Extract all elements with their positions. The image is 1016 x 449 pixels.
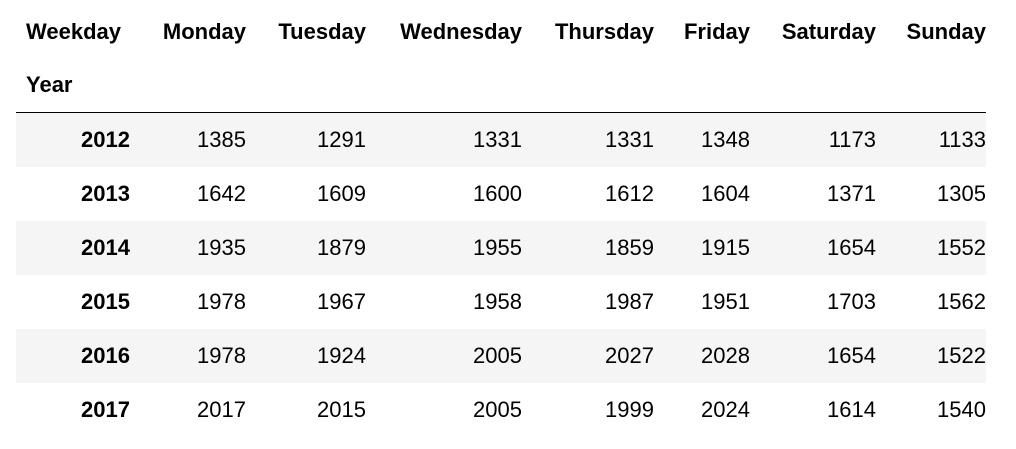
table-cell: 1978 xyxy=(197,343,246,368)
row-index: 2013 xyxy=(81,181,130,206)
table-cell: 1331 xyxy=(605,127,654,152)
row-index: 2014 xyxy=(81,235,130,260)
table-cell: 1978 xyxy=(197,289,246,314)
table-row: 2012 1385 1291 1331 1331 1348 1173 1133 xyxy=(16,112,986,167)
table-cell: 2015 xyxy=(317,397,366,422)
table-cell: 1562 xyxy=(937,289,986,314)
table-row: 2014 1935 1879 1955 1859 1915 1654 1552 xyxy=(16,221,986,275)
table-cell: 1935 xyxy=(197,235,246,260)
table-cell: 1385 xyxy=(197,127,246,152)
columns-header-row: Weekday Monday Tuesday Wednesday Thursda… xyxy=(16,5,986,58)
table-cell: 1609 xyxy=(317,181,366,206)
table-header: Weekday Monday Tuesday Wednesday Thursda… xyxy=(16,5,986,113)
column-header-monday: Monday xyxy=(162,18,246,44)
table-row: 2017 2017 2015 2005 1999 2024 1614 1540 xyxy=(16,383,986,437)
empty-header-cell xyxy=(522,58,654,113)
dataframe-table: Weekday Monday Tuesday Wednesday Thursda… xyxy=(16,5,986,437)
table-cell: 1654 xyxy=(827,235,876,260)
column-header-tuesday: Tuesday xyxy=(278,18,366,44)
table-cell: 2024 xyxy=(701,397,750,422)
table-cell: 1540 xyxy=(937,397,986,422)
table-cell: 1958 xyxy=(473,289,522,314)
table-body: 2012 1385 1291 1331 1331 1348 1173 1133 … xyxy=(16,112,986,437)
table-cell: 1654 xyxy=(827,343,876,368)
table-cell: 2028 xyxy=(701,343,750,368)
table-cell: 1999 xyxy=(605,397,654,422)
table-cell: 1612 xyxy=(605,181,654,206)
empty-header-cell xyxy=(654,58,750,113)
table-cell: 1600 xyxy=(473,181,522,206)
column-header-sunday: Sunday xyxy=(906,18,986,44)
table-cell: 1703 xyxy=(827,289,876,314)
table-cell: 1305 xyxy=(937,181,986,206)
column-header-wednesday: Wednesday xyxy=(400,18,522,44)
column-header-friday: Friday xyxy=(683,18,750,44)
table-cell: 1879 xyxy=(317,235,366,260)
table-row: 2016 1978 1924 2005 2027 2028 1654 1522 xyxy=(16,329,986,383)
table-cell: 1951 xyxy=(701,289,750,314)
table-cell: 1522 xyxy=(937,343,986,368)
table-row: 2015 1978 1967 1958 1987 1951 1703 1562 xyxy=(16,275,986,329)
table-cell: 1604 xyxy=(701,181,750,206)
row-index: 2016 xyxy=(81,343,130,368)
table-cell: 1642 xyxy=(197,181,246,206)
row-index: 2017 xyxy=(81,397,130,422)
table-cell: 1348 xyxy=(701,127,750,152)
table-cell: 2017 xyxy=(197,397,246,422)
table-cell: 2005 xyxy=(473,343,522,368)
table-cell: 1552 xyxy=(937,235,986,260)
table-cell: 1371 xyxy=(827,181,876,206)
table-cell: 1859 xyxy=(605,235,654,260)
table-cell: 2005 xyxy=(473,397,522,422)
table-cell: 2027 xyxy=(605,343,654,368)
column-header-thursday: Thursday xyxy=(554,18,654,44)
table-cell: 1915 xyxy=(701,235,750,260)
table-cell: 1987 xyxy=(605,289,654,314)
table-cell: 1331 xyxy=(473,127,522,152)
row-index: 2012 xyxy=(81,127,130,152)
table-row: 2013 1642 1609 1600 1612 1604 1371 1305 xyxy=(16,167,986,221)
empty-header-cell xyxy=(130,58,246,113)
empty-header-cell xyxy=(366,58,522,113)
empty-header-cell xyxy=(876,58,986,113)
table-cell: 1955 xyxy=(473,235,522,260)
table-cell: 1173 xyxy=(828,127,876,152)
index-name-label: Year xyxy=(16,58,130,113)
table-cell: 1133 xyxy=(938,127,986,152)
table-cell: 1967 xyxy=(317,289,366,314)
empty-header-cell xyxy=(246,58,366,113)
columns-name-label: Weekday xyxy=(26,18,121,44)
index-name-row: Year xyxy=(16,58,986,113)
table-cell: 1924 xyxy=(317,343,366,368)
row-index: 2015 xyxy=(81,289,130,314)
table-cell: 1614 xyxy=(827,397,876,422)
column-header-saturday: Saturday xyxy=(781,18,876,44)
table-cell: 1291 xyxy=(317,127,366,152)
empty-header-cell xyxy=(750,58,876,113)
